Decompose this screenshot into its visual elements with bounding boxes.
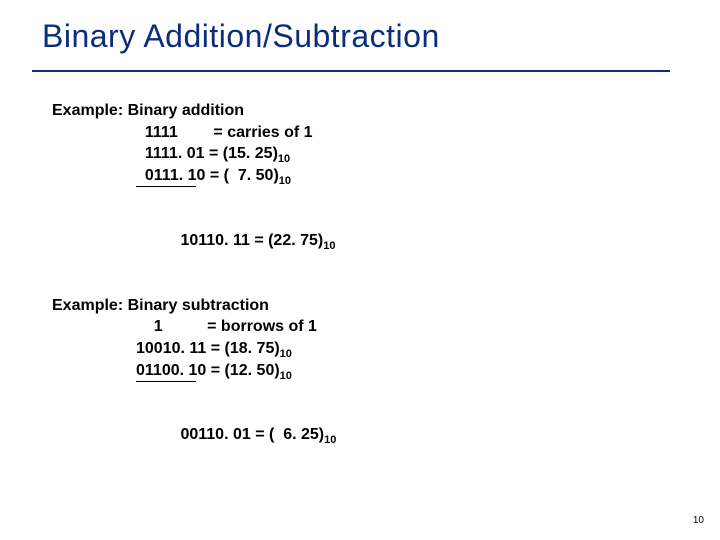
- page-title: Binary Addition/Subtraction: [42, 18, 440, 55]
- addition-section: Example: Binary addition 1111 = carries …: [52, 100, 336, 273]
- slide: Binary Addition/Subtraction Example: Bin…: [0, 0, 720, 540]
- operand-text: 10010. 11 = (18. 75): [136, 340, 280, 357]
- carry-row: 1111 = carries of 1: [136, 122, 336, 144]
- example-label: Example:: [52, 102, 123, 119]
- example-label: Example:: [52, 297, 123, 314]
- title-underline: [32, 70, 670, 72]
- operand-text: 01100. 10 = (12. 50): [136, 362, 280, 379]
- subscript: 10: [279, 175, 291, 187]
- addition-operand-1: 1111. 01 = (15. 25)10: [136, 143, 336, 165]
- addition-result: 10110. 11 = (22. 75)10: [136, 186, 336, 272]
- subtraction-rows: 1 = borrows of 1 10010. 11 = (18. 75)10 …: [136, 316, 336, 467]
- operand-text: 1111. 01 = (15. 25): [136, 145, 278, 162]
- result-text: 10110. 11 = (22. 75): [180, 232, 323, 249]
- subscript: 10: [323, 240, 335, 252]
- page-number: 10: [693, 515, 704, 526]
- borrow-row: 1 = borrows of 1: [136, 316, 336, 338]
- subscript: 10: [280, 370, 292, 382]
- subtraction-operand-2: 01100. 10 = (12. 50)10: [136, 360, 336, 382]
- addition-underline: [136, 186, 196, 187]
- subtraction-section: Example: Binary subtraction 1 = borrows …: [52, 295, 336, 468]
- addition-heading: Binary addition: [128, 102, 244, 119]
- subtraction-heading: Binary subtraction: [128, 297, 269, 314]
- subscript: 10: [324, 435, 336, 447]
- operand-text: 0111. 10 = ( 7. 50): [136, 167, 279, 184]
- addition-operand-2: 0111. 10 = ( 7. 50)10: [136, 165, 336, 187]
- subscript: 10: [278, 153, 290, 165]
- subtraction-underline: [136, 381, 196, 382]
- subscript: 10: [280, 348, 292, 360]
- subtraction-result: 00110. 01 = ( 6. 25)10: [136, 381, 336, 467]
- subtraction-operand-1: 10010. 11 = (18. 75)10: [136, 338, 336, 360]
- result-text: 00110. 01 = ( 6. 25): [180, 426, 324, 443]
- addition-rows: 1111 = carries of 1 1111. 01 = (15. 25)1…: [136, 122, 336, 273]
- slide-body: Example: Binary addition 1111 = carries …: [52, 100, 336, 490]
